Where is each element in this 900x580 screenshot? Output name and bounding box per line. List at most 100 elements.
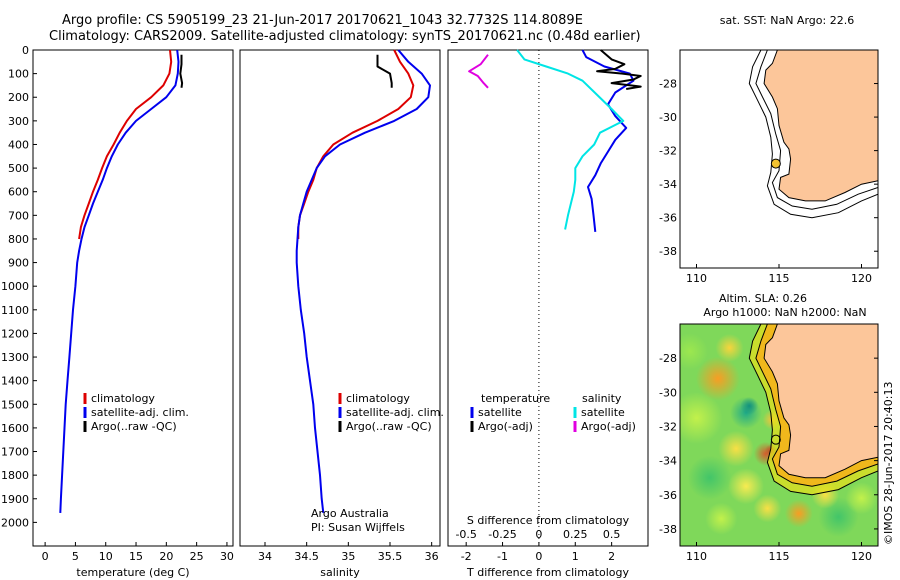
temperature-difference-tick-label: 2 [608, 550, 615, 563]
imos-credit: ©IMOS 28-Jun-2017 20:40:13 [882, 381, 895, 545]
sla-lat-tick-label: -36 [659, 489, 677, 502]
temperature-x-tick-label: 30 [220, 550, 234, 563]
sst-lon-tick-label: 110 [686, 272, 707, 285]
depth-tick-label: 1100 [1, 304, 29, 317]
shelf-contour-2000 [748, 324, 878, 496]
argo-australia-note: Argo Australia [311, 507, 389, 520]
sla-anomaly-blob [695, 356, 740, 401]
depth-tick-label: 1900 [1, 493, 29, 506]
salinity-x-tick-label: 35 [341, 550, 355, 563]
depth-tick-label: 1400 [1, 375, 29, 388]
sla-map-title: Altim. SLA: 0.26 [719, 292, 807, 305]
sla-anomaly-blob [680, 391, 723, 444]
sla-lat-tick-label: -30 [659, 386, 677, 399]
temperature-series-line [59, 49, 180, 513]
salinity-difference-tick-label: -0.25 [488, 528, 516, 541]
sst-lat-tick-label: -38 [659, 245, 677, 258]
sla-map-subtitle: Argo h1000: NaN h2000: NaN [703, 306, 866, 319]
salinity-x-tick-label: 36 [425, 550, 439, 563]
sst-lat-tick-label: -28 [659, 78, 677, 91]
difference-series-line [468, 54, 489, 89]
depth-tick-label: 400 [8, 138, 29, 151]
salinity-difference-tick-label: 0.5 [603, 528, 621, 541]
depth-tick-label: 1000 [1, 280, 29, 293]
sla-lon-tick-label: 110 [686, 550, 707, 563]
salinity-legend-entry: climatology [346, 392, 410, 405]
sla-anomaly-blob [728, 468, 764, 505]
temperature-series-line [179, 54, 184, 88]
temperature-difference-tick-label: -1 [497, 550, 508, 563]
argo-float-marker [770, 434, 781, 445]
shelf-contour-1000 [755, 324, 878, 487]
temperature-legend-entry: Argo(..raw -QC) [91, 420, 177, 433]
difference-panel-frame [447, 49, 649, 547]
profile-title: Argo profile: CS 5905199_23 21-Jun-2017 … [62, 13, 583, 28]
sst-lon-tick-label: 115 [769, 272, 790, 285]
climatology-title: Climatology: CARS2009. Satellite-adjuste… [49, 29, 641, 44]
sla-map-area [680, 324, 878, 546]
temperature-difference-tick-label: 0 [535, 550, 542, 563]
depth-tick-label: 900 [8, 257, 29, 270]
salinity-axis-label: salinity [320, 566, 360, 579]
temperature-series-line [78, 49, 173, 240]
temperature-x-tick-label: 0 [42, 550, 49, 563]
difference-salinity-legend-entry: satellite [581, 406, 625, 419]
difference-legend-title: salinity [582, 392, 622, 405]
sla-anomaly-blob [705, 502, 738, 535]
temperature-x-tick-label: 10 [99, 550, 113, 563]
land-mass [763, 50, 878, 202]
sla-lon-tick-label: 115 [769, 550, 790, 563]
temperature-legend-entry: satellite-adj. clim. [91, 406, 189, 419]
depth-tick-label: 1500 [1, 398, 29, 411]
salinity-x-tick-label: 34 [258, 550, 272, 563]
depth-tick-label: 100 [8, 68, 29, 81]
sst-map-area [680, 50, 878, 268]
depth-tick-label: 1700 [1, 446, 29, 459]
sst-lon-tick-label: 120 [851, 272, 872, 285]
difference-legend-title: temperature [481, 392, 550, 405]
slope-band [749, 324, 878, 495]
temperature-x-tick-label: 15 [129, 550, 143, 563]
depth-tick-label: 700 [8, 209, 29, 222]
difference-series-line [581, 49, 635, 233]
sla-anomaly-blob [740, 396, 759, 415]
sla-lat-tick-label: -32 [659, 420, 677, 433]
sla-lat-tick-label: -28 [659, 352, 677, 365]
salinity-panel-frame [239, 49, 441, 547]
depth-tick-label: 300 [8, 115, 29, 128]
sst-lat-tick-label: -30 [659, 111, 677, 124]
land-mass [763, 324, 878, 479]
depth-tick-label: 200 [8, 91, 29, 104]
salinity-difference-tick-label: 0 [535, 528, 542, 541]
temperature-x-tick-label: 25 [190, 550, 204, 563]
salinity-difference-axis-label: S difference from climatology [467, 514, 630, 527]
depth-tick-label: 1200 [1, 327, 29, 340]
depth-tick-label: 1600 [1, 422, 29, 435]
sla-lon-tick-label: 120 [851, 550, 872, 563]
sla-anomaly-blob [715, 333, 744, 362]
salinity-x-tick-label: 34.5 [294, 550, 319, 563]
depth-tick-label: 0 [22, 44, 29, 57]
depth-tick-label: 500 [8, 162, 29, 175]
sla-lat-tick-label: -34 [659, 455, 677, 468]
depth-tick-label: 1300 [1, 351, 29, 364]
sla-lat-tick-label: -38 [659, 523, 677, 536]
temperature-difference-axis-label: T difference from climatology [466, 566, 629, 579]
pi-note: PI: Susan Wijffels [311, 521, 405, 534]
temperature-difference-tick-label: 1 [572, 550, 579, 563]
sla-anomaly-blob [753, 494, 782, 523]
salinity-series-line [376, 54, 393, 88]
temperature-x-tick-label: 20 [159, 550, 173, 563]
salinity-x-tick-label: 35.5 [378, 550, 403, 563]
sst-lat-tick-label: -34 [659, 178, 677, 191]
shelf-contour-1000 [755, 50, 878, 210]
salinity-series-line [297, 49, 415, 239]
temperature-legend-entry: climatology [91, 392, 155, 405]
difference-temperature-legend-entry: Argo(-adj) [478, 420, 533, 433]
salinity-difference-tick-label: -0.5 [455, 528, 476, 541]
temperature-difference-tick-label: -2 [461, 550, 472, 563]
depth-tick-label: 2000 [1, 516, 29, 529]
temperature-x-tick-label: 5 [72, 550, 79, 563]
temperature-panel-frame [32, 49, 234, 547]
